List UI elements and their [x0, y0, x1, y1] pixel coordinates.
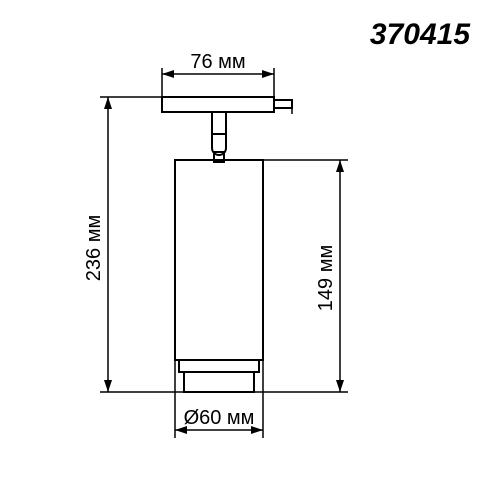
- track-mount: [162, 97, 274, 112]
- dim-label-right: 149 мм: [315, 245, 337, 311]
- collar: [179, 360, 259, 372]
- dim-label-top: 76 мм: [190, 51, 245, 73]
- bezel: [184, 372, 254, 392]
- cylinder-body: [175, 160, 263, 360]
- stem: [212, 112, 226, 134]
- arrowhead: [336, 380, 344, 392]
- dimension-diagram: 76 мм 236 мм 149 мм Ø60 мм: [0, 0, 500, 500]
- arrowhead: [336, 160, 344, 172]
- arrowhead: [262, 70, 274, 78]
- dim-label-left: 236 мм: [83, 215, 105, 281]
- arrowhead: [104, 380, 112, 392]
- track-connector: [274, 100, 292, 108]
- product-code: 370415: [370, 18, 470, 52]
- arrowhead: [162, 70, 174, 78]
- arrowhead: [104, 97, 112, 109]
- dim-label-bottom: Ø60 мм: [184, 407, 255, 429]
